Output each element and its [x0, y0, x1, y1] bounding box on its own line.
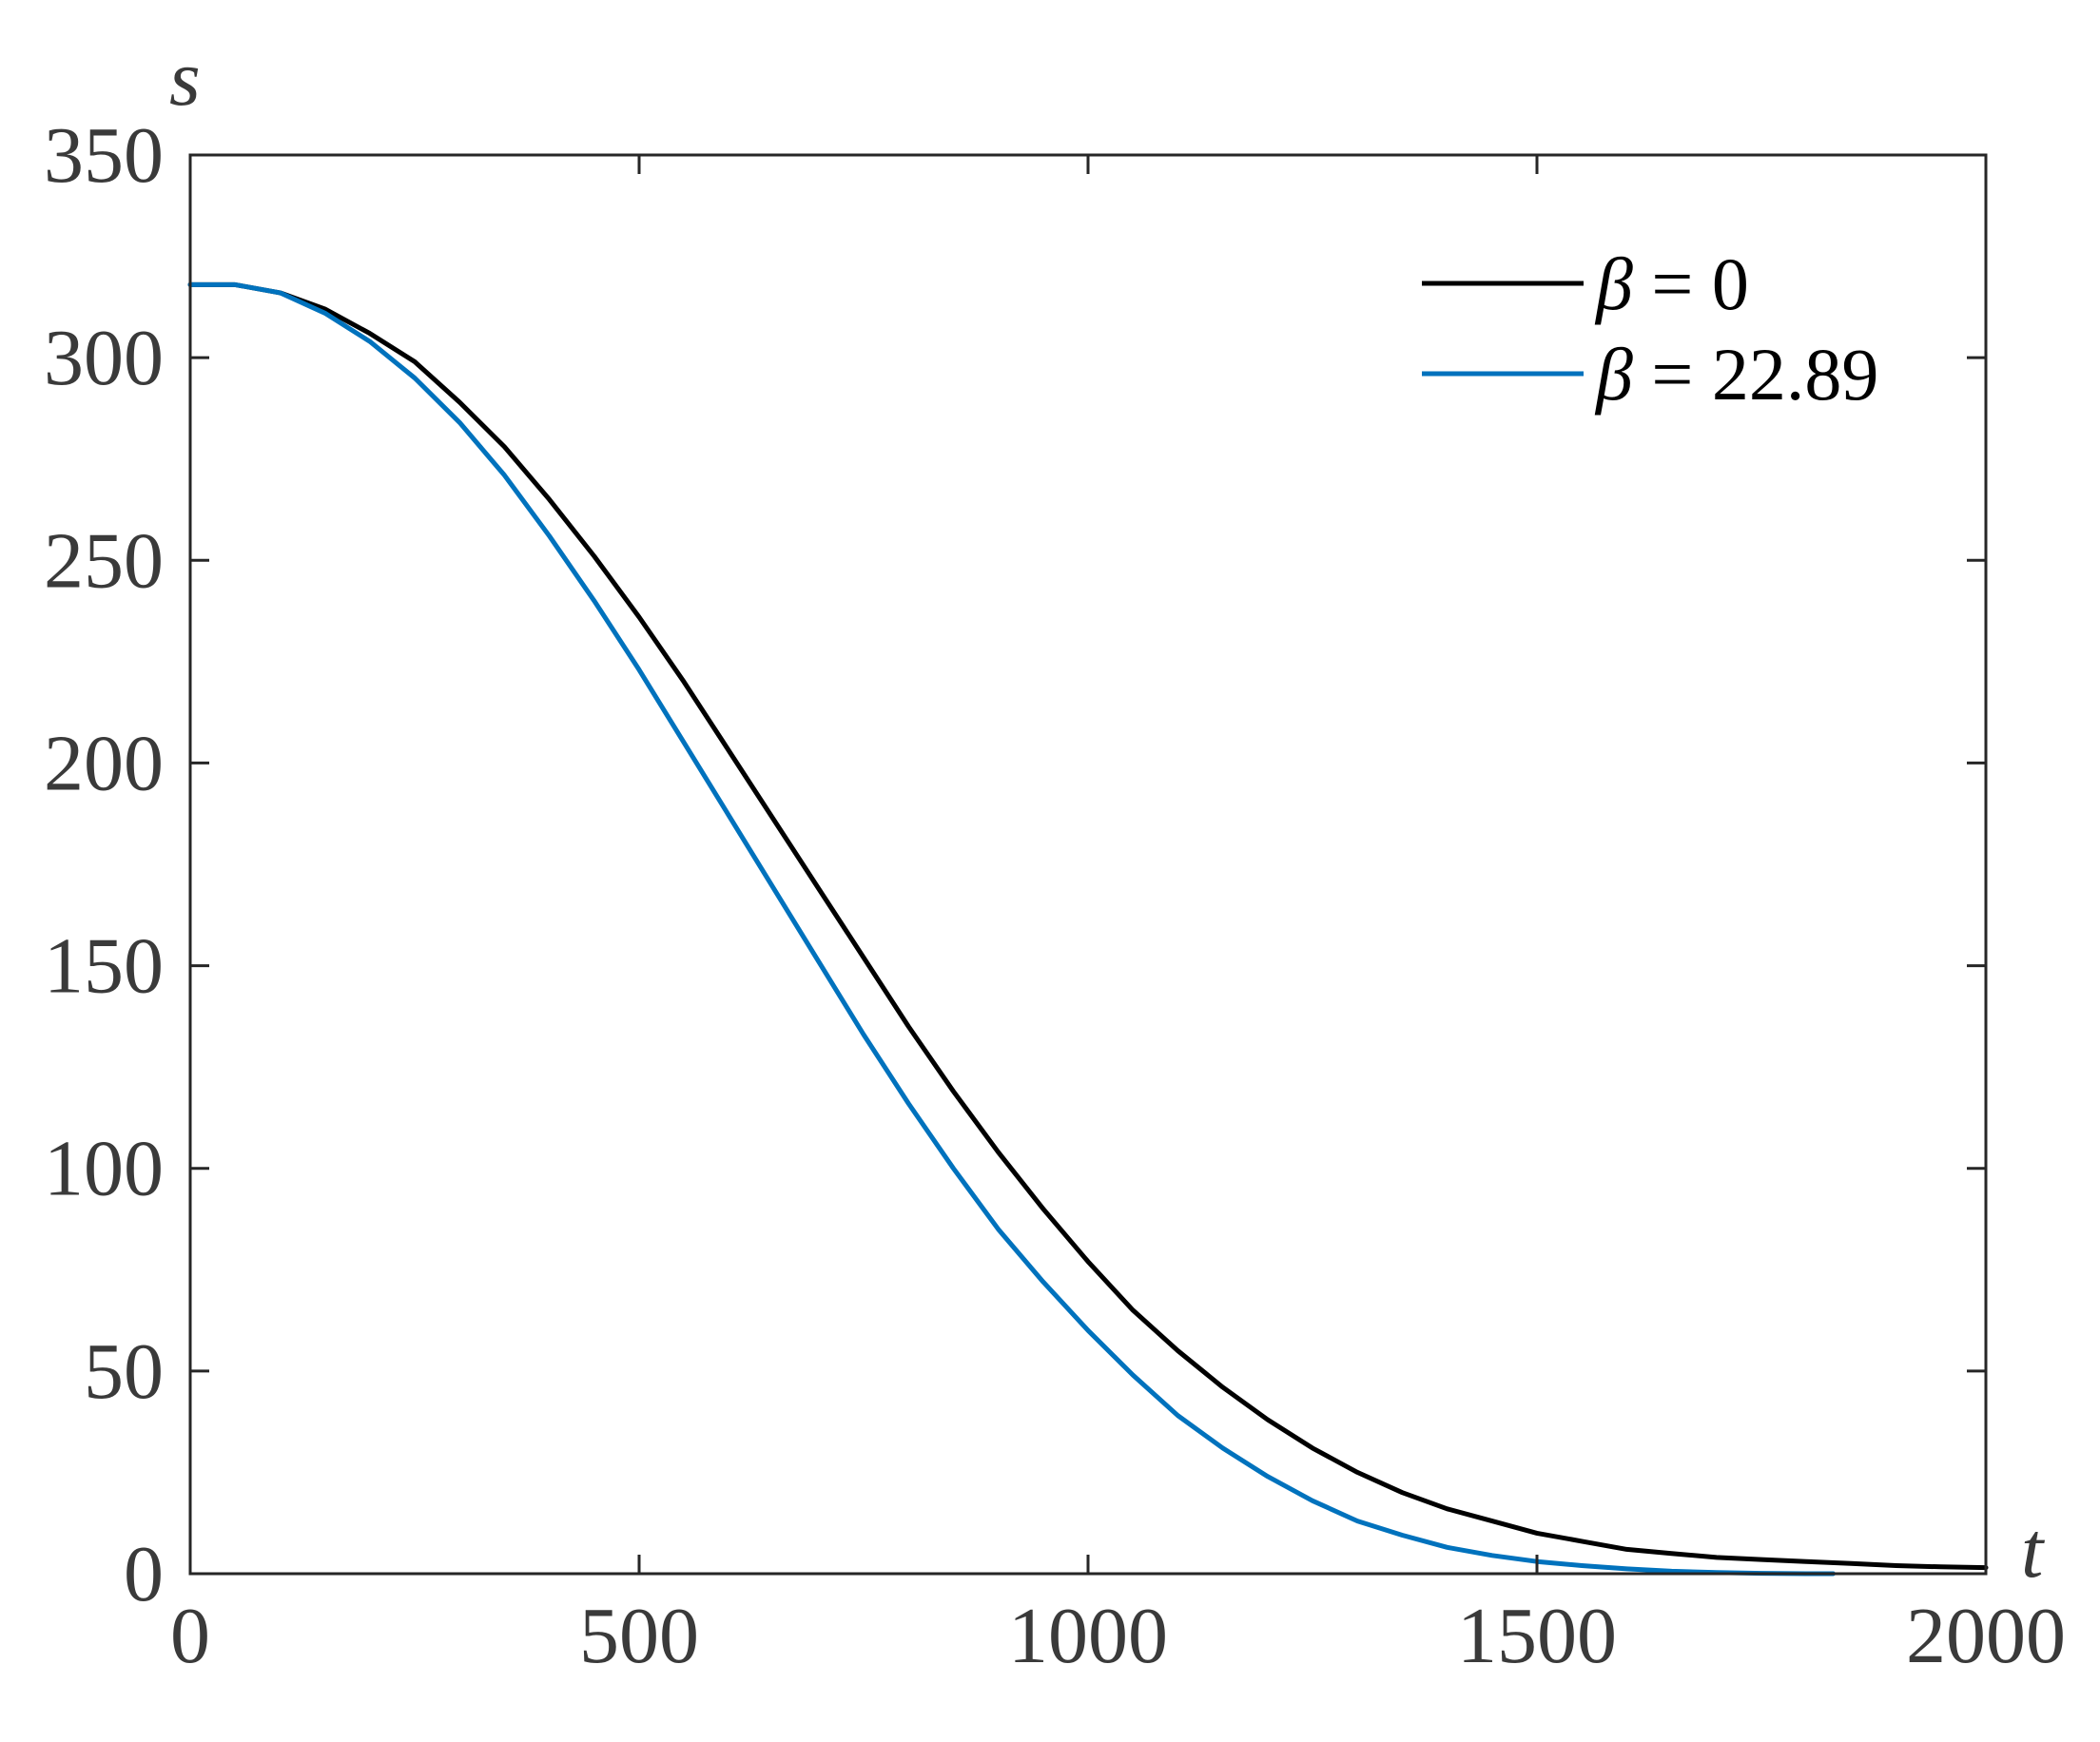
legend: β = 0β = 22.89	[1422, 242, 1878, 416]
x-tick-label-0: 0	[170, 1592, 210, 1680]
series-line-1	[187, 281, 1836, 1577]
x-tick-label-4: 2000	[1906, 1592, 2066, 1680]
legend-value-0: = 0	[1633, 242, 1749, 325]
legend-beta-symbol-1: β	[1594, 333, 1633, 416]
y-tick-label-6: 300	[44, 314, 164, 402]
x-axis-label: t	[2021, 1506, 2046, 1595]
y-tick-label-5: 250	[44, 516, 164, 605]
y-tick-label-2: 100	[44, 1125, 164, 1213]
series-line-0	[187, 281, 1989, 1571]
y-axis-label: s	[169, 34, 201, 123]
labels-layer: 0 500 1000 1500 2000 0 50 100 150 200 250 300 350	[44, 111, 2066, 1680]
legend-label-0: β = 0	[1594, 242, 1749, 325]
legend-label-1: β = 22.89	[1594, 333, 1878, 416]
y-tick-label-3: 150	[44, 922, 164, 1011]
y-tick-label-4: 200	[44, 719, 164, 807]
legend-value-1: = 22.89	[1633, 333, 1879, 416]
x-tick-label-1: 500	[579, 1592, 699, 1680]
legend-beta-symbol-0: β	[1594, 242, 1633, 325]
y-tick-label-1: 50	[84, 1327, 164, 1416]
x-tick-label-2: 1000	[1008, 1592, 1168, 1680]
series-layer	[187, 281, 1989, 1577]
y-tick-label-0: 0	[124, 1530, 164, 1618]
plot-frame	[188, 153, 1988, 1576]
y-tick-label-7: 350	[44, 111, 164, 200]
x-tick-label-3: 1500	[1457, 1592, 1617, 1680]
